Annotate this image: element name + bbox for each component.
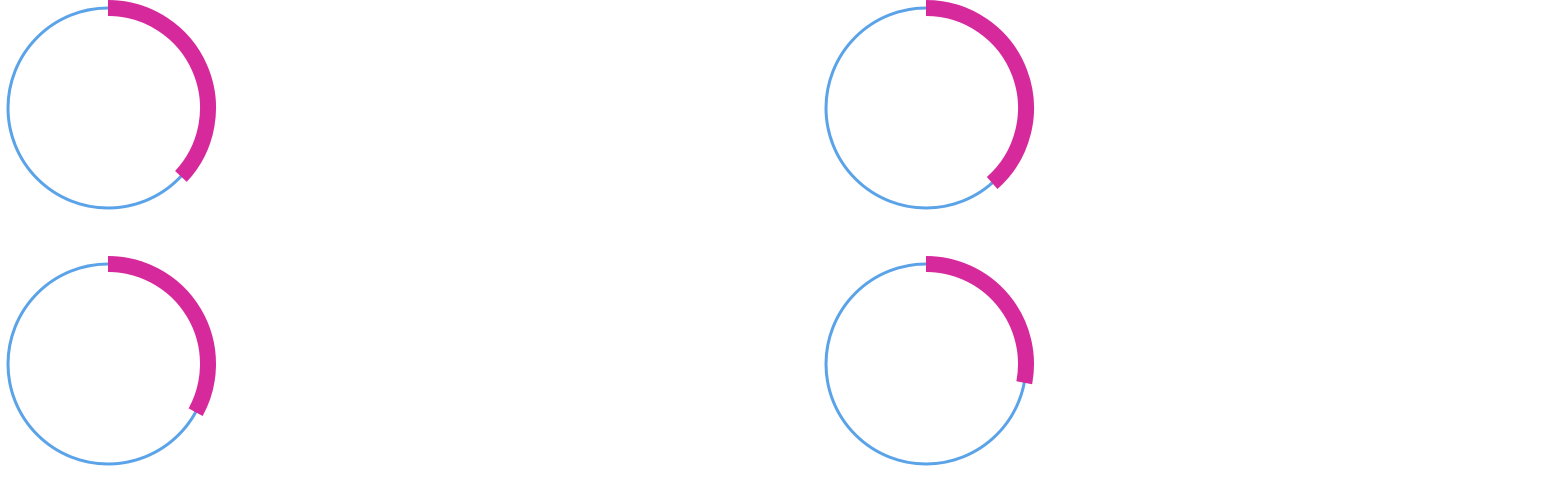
progress-ring-arc [925,0,1034,190]
progress-ring-svg [824,256,1034,466]
progress-ring-arc [107,0,216,182]
progress-ring-arc [925,256,1034,385]
progress-ring-svg [6,256,216,466]
progress-ring-svg [6,0,216,210]
progress-ring-top-left [0,0,232,232]
progress-ring-bottom-right [818,256,1050,488]
progress-ring-top-right [818,0,1050,232]
progress-ring-bottom-left [0,256,232,488]
progress-ring-svg [824,0,1034,210]
progress-ring-arc [107,256,216,417]
